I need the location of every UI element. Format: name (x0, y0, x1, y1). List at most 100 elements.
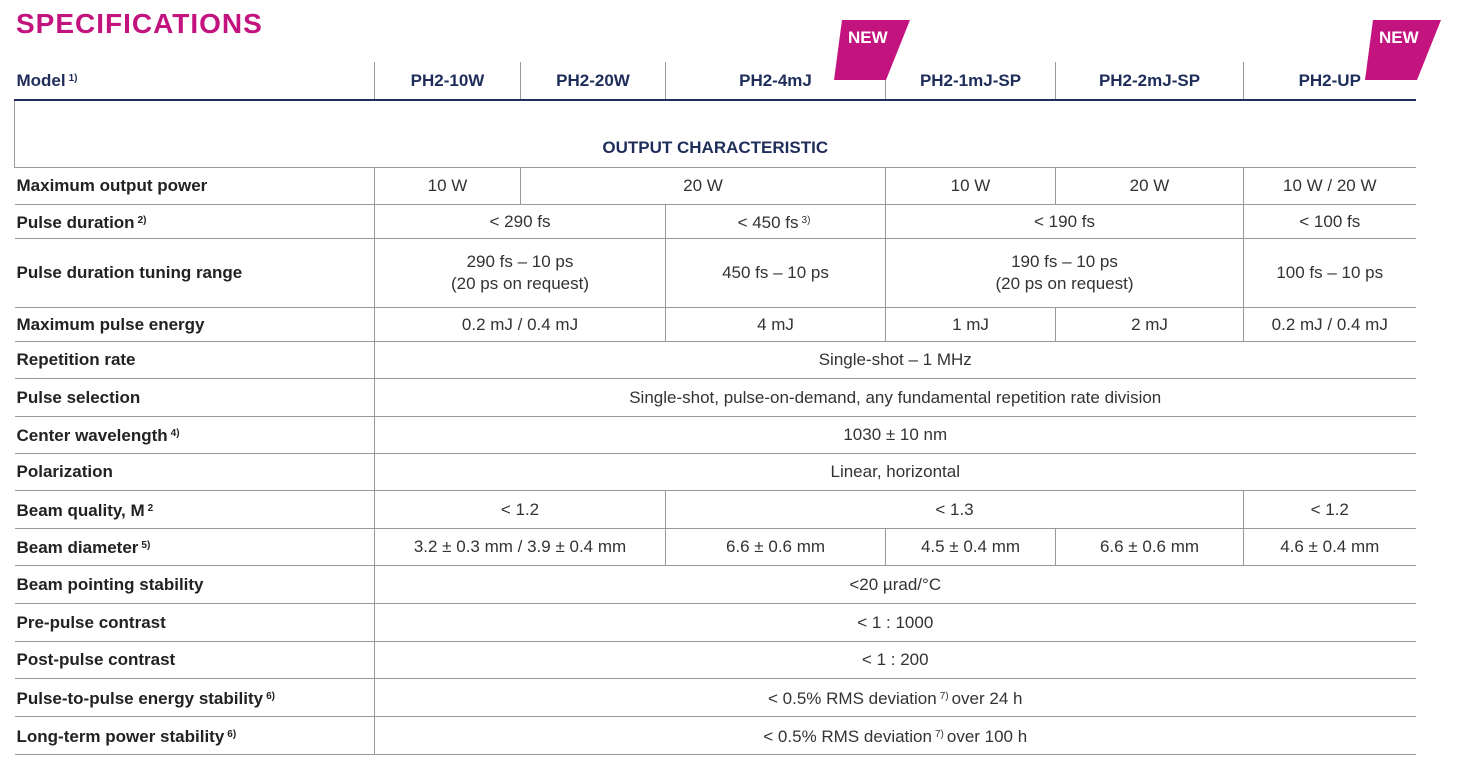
spec-value: 10 W / 20 W (1282, 176, 1377, 195)
badge-text: NEW (848, 28, 889, 47)
spec-value-cell: < 0.5% RMS deviation 7) over 100 h (374, 716, 1416, 755)
spec-value: 4.5 ± 0.4 mm (920, 537, 1021, 556)
spec-value-cell: < 190 fs (885, 204, 1244, 239)
row-label: Pulse duration (16, 212, 135, 232)
footnote-ref: 2) (137, 214, 147, 226)
spec-value: < 0.5% RMS deviation (768, 688, 937, 708)
spec-value-cell: 1030 ± 10 nm (374, 416, 1416, 454)
spec-value: 6.6 ± 0.6 mm (725, 537, 826, 556)
spec-value-cell: < 1.3 (665, 490, 1244, 529)
spec-value-cell: 6.6 ± 0.6 mm (665, 528, 886, 566)
spec-table: Model 1) PH2-10W PH2-20W PH2-4mJ NEW PH2-1mJ-… (14, 20, 1441, 755)
spec-value-cell: < 1.2 (374, 490, 666, 529)
spec-value: < 290 fs (489, 211, 551, 231)
title: SPECIFICATIONS (16, 8, 263, 39)
model-name: PH2-1mJ-SP (919, 70, 1022, 90)
row-label: Pulse selection (16, 387, 141, 407)
spec-value-cell: 6.6 ± 0.6 mm (1055, 528, 1244, 566)
row-label-cell: Maximum output power (14, 167, 375, 205)
row-label-cell: Pulse duration 2) (14, 204, 375, 239)
spec-value: < 100 fs (1299, 211, 1361, 231)
spec-value-cell: Single-shot – 1 MHz (374, 341, 1416, 379)
footnote-ref: 7) (939, 690, 949, 702)
spec-value: < 1.2 (1310, 499, 1349, 519)
spec-value-cell: 10 W (885, 167, 1056, 205)
model-name: PH2-10W (410, 70, 485, 90)
badge-shape (1364, 20, 1441, 80)
row-label: Pre-pulse contrast (16, 612, 166, 632)
spec-value-cell: 4 mJ (665, 307, 886, 342)
model-header: PH2-10W (374, 62, 521, 101)
footnote-ref: 2 (147, 502, 154, 514)
footnote-ref: 3) (801, 214, 811, 226)
model-header: PH2-20W (520, 62, 666, 101)
row-label: Repetition rate (16, 350, 136, 369)
spec-row: Beam diameter 5) 3.2 ± 0.3 mm / 3.9 ± 0.4 … (14, 528, 1416, 566)
spec-value: < 450 fs (737, 212, 799, 232)
spec-value-cell: < 450 fs 3) (665, 204, 886, 239)
spec-row: Post-pulse contrast < 1 : 200 (14, 641, 1416, 679)
model-name: PH2-4mJ (739, 70, 812, 90)
spec-value: 6.6 ± 0.6 mm (1099, 537, 1200, 556)
spec-value: 4 mJ (757, 314, 794, 334)
row-label-cell: Polarization (14, 453, 375, 491)
spec-value-cell: 3.2 ± 0.3 mm / 3.9 ± 0.4 mm (374, 528, 666, 566)
spec-value-suffix: over 100 h (946, 726, 1028, 746)
model-header: PH2-2mJ-SP (1055, 62, 1244, 101)
row-label: Beam quality, M (16, 500, 145, 520)
spec-value-cell: 20 W (1055, 167, 1244, 205)
spec-value: 3.2 ± 0.3 mm / 3.9 ± 0.4 mm (413, 537, 627, 556)
table-header: Model 1) PH2-10W PH2-20W PH2-4mJ NEW PH2-1mJ-… (14, 20, 1441, 101)
footnote-ref: 7) (934, 728, 944, 740)
spec-row: Pulse-to-pulse energy stability 6) < 0.5% … (14, 678, 1416, 717)
spec-value: < 1.3 (935, 499, 974, 519)
spec-value-cell: < 0.5% RMS deviation 7) over 24 h (374, 678, 1416, 717)
spec-value: 0.2 mJ / 0.4 mJ (461, 314, 579, 334)
spec-value-cell: 190 fs – 10 ps (20 ps on request) (885, 238, 1244, 308)
row-label-cell: Beam diameter 5) (14, 528, 375, 566)
spec-value-cell: <20 µrad/°C (374, 565, 1416, 604)
spec-value-cell: < 100 fs (1243, 204, 1416, 239)
row-label-cell: Maximum pulse energy (14, 307, 375, 342)
model-header: PH2-UP NEW (1243, 20, 1441, 101)
model-name: PH2-2mJ-SP (1098, 70, 1201, 90)
spec-value: < 1 : 1000 (857, 612, 934, 632)
spec-row: Repetition rate Single-shot – 1 MHz (14, 341, 1416, 379)
spec-value-cell: < 290 fs (374, 204, 666, 239)
row-label: Long-term power stability (16, 726, 225, 746)
spec-row: Pulse duration tuning range 290 fs – 10 p… (14, 238, 1416, 308)
spec-value-cell: 4.6 ± 0.4 mm (1243, 528, 1416, 566)
spec-value: 20 W (683, 176, 723, 195)
row-label: Beam diameter (16, 538, 139, 557)
spec-value: <20 µrad/°C (849, 574, 942, 594)
spec-value-cell: 2 mJ (1055, 307, 1244, 342)
footnote-ref: 6) (266, 690, 275, 702)
row-label: Maximum pulse energy (16, 314, 205, 334)
spec-row: Pre-pulse contrast < 1 : 1000 (14, 603, 1416, 642)
row-label-cell: Center wavelength 4) (14, 416, 375, 454)
badge-text: NEW (1379, 28, 1420, 47)
row-label: Center wavelength (16, 426, 168, 445)
spec-value: 10 W (427, 176, 468, 195)
spec-value: < 1.2 (500, 499, 540, 519)
spec-value-cell: 20 W (520, 167, 886, 205)
spec-value-suffix: over 24 h (951, 688, 1023, 708)
spec-value-cell: 290 fs – 10 ps (20 ps on request) (374, 238, 666, 308)
row-label-cell: Beam pointing stability (14, 565, 375, 604)
spec-value: 190 fs – 10 ps (20 ps on request) (995, 252, 1134, 293)
spec-value: 1 mJ (952, 314, 989, 334)
spec-value-cell: 1 mJ (885, 307, 1056, 342)
spec-row: Polarization Linear, horizontal (14, 453, 1416, 491)
row-label-cell: Pulse selection (14, 378, 375, 417)
row-label: Maximum output power (16, 176, 208, 195)
spec-row: Pulse duration 2) < 290 fs < 450 fs 3) < 190 … (14, 204, 1416, 239)
spec-value: 10 W (950, 176, 991, 195)
row-label-cell: Pre-pulse contrast (14, 603, 375, 642)
spec-value: 4.6 ± 0.4 mm (1280, 537, 1380, 556)
spec-value: < 0.5% RMS deviation (763, 726, 932, 746)
footnote-ref: 5) (141, 540, 151, 551)
spec-row: Beam pointing stability <20 µrad/°C (14, 565, 1416, 604)
spec-value: Single-shot, pulse-on-demand, any fundam… (629, 387, 1162, 407)
